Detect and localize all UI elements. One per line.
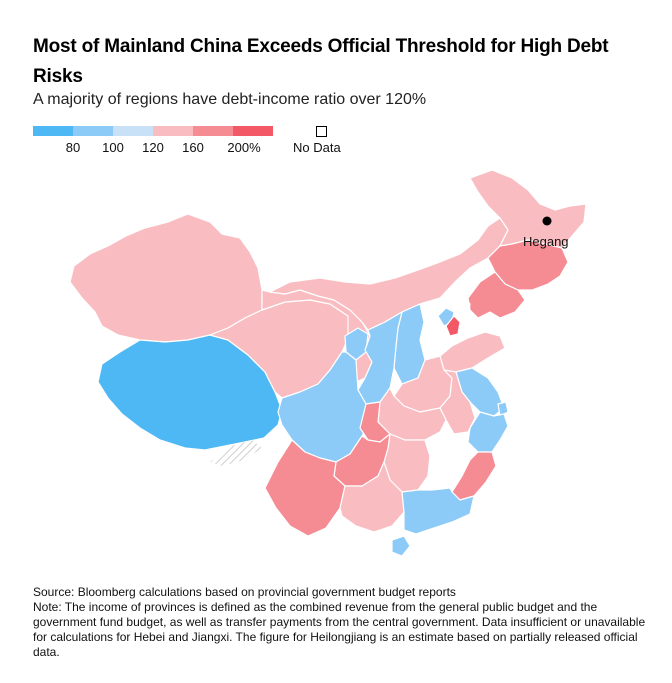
region-hainan [391,535,411,557]
legend-swatch-gt200 [233,126,273,136]
legend-swatch-lt80 [33,126,73,136]
region-tibet [97,334,283,451]
legend-no-data-swatch [316,126,327,137]
region-xinjiang [69,213,263,343]
region-tianjin [445,315,461,337]
hegang-label: Hegang [523,234,569,249]
disputed-area [210,440,262,466]
footer: Source: Bloomberg calculations based on … [33,585,653,660]
legend-swatch-80-100 [73,126,113,136]
legend-tick-200: 200% [227,140,261,155]
legend-swatch-100-120 [113,126,153,136]
region-guangdong [401,487,475,535]
region-heilongjiang [469,169,587,249]
chart-subtitle: A majority of regions have debt-income r… [33,91,427,108]
legend-no-data-label: No Data [293,140,341,155]
china-debt-map: Hegang [69,169,587,557]
region-zhejiang [467,411,509,453]
legend-tick-160: 160 [182,140,204,155]
legend-swatch-160-200 [193,126,233,136]
hegang-marker-icon [542,216,552,226]
legend-tick-100: 100 [102,140,124,155]
legend-swatch-120-160 [153,126,193,136]
legend-tick-80: 80 [65,140,81,155]
legend: 80 100 120 160 200% No Data [33,126,363,160]
legend-tick-120: 120 [142,140,164,155]
region-yunnan [264,439,346,537]
methodology-note: Note: The income of provinces is defined… [33,600,646,659]
region-anhui [439,369,476,435]
chart-title: Most of Mainland China Exceeds Official … [33,36,609,87]
region-liaoning [467,271,526,319]
region-shanghai [497,401,509,417]
source-note: Source: Bloomberg calculations based on … [33,585,456,599]
